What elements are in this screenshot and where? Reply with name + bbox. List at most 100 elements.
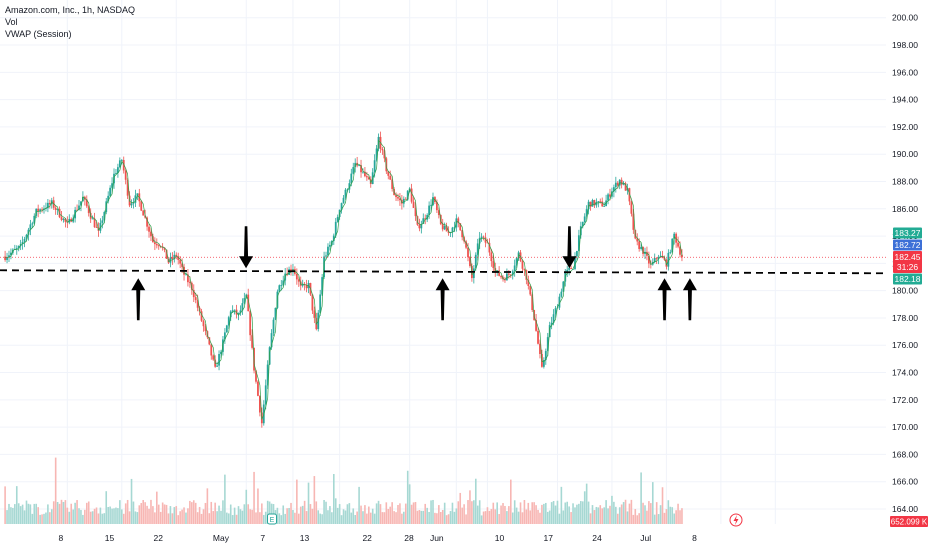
volume-bar — [173, 507, 176, 524]
candle-body — [132, 202, 135, 204]
candle — [647, 251, 650, 269]
volume-bar — [344, 510, 347, 524]
volume-bar — [266, 500, 269, 524]
vwap-legend[interactable]: VWAP (Session) — [5, 29, 72, 39]
volume-bar — [601, 508, 604, 524]
grid — [0, 0, 886, 524]
volume-bar — [321, 514, 323, 524]
volume-bar — [552, 501, 555, 524]
volume-bar — [564, 502, 567, 524]
volume-bar — [416, 510, 419, 524]
volume-bar — [157, 504, 160, 524]
price-tick-label: 176.00 — [892, 340, 918, 350]
volume-bar — [585, 483, 588, 524]
candle — [64, 217, 67, 228]
candle-body — [418, 224, 421, 229]
candle-body — [210, 344, 213, 356]
volume-bar — [624, 499, 627, 524]
candle-body — [620, 179, 623, 185]
candle-body — [115, 172, 117, 174]
candle-body — [10, 252, 12, 256]
candle-body — [23, 238, 26, 243]
volume-bar — [599, 505, 602, 524]
candle-body — [453, 227, 456, 229]
volume-bar — [401, 513, 403, 524]
candle — [490, 249, 493, 267]
candle-body — [430, 204, 432, 206]
candle-body — [41, 209, 43, 211]
candle-body — [295, 273, 298, 280]
volume-bar — [54, 457, 57, 524]
candle — [146, 216, 148, 231]
volume-bar — [403, 511, 405, 524]
candle — [585, 205, 588, 220]
volume-bar — [356, 511, 358, 524]
candle — [428, 201, 431, 219]
candle — [173, 250, 176, 263]
volume-bar — [383, 512, 386, 524]
candle — [227, 315, 230, 330]
volume-bar — [311, 508, 314, 524]
candle — [486, 238, 489, 244]
time-tick-label: 24 — [592, 533, 602, 543]
candle — [550, 316, 553, 330]
earnings-icon: E — [267, 513, 277, 525]
volume-legend[interactable]: Vol — [5, 17, 18, 27]
volume-bar — [478, 500, 481, 524]
time-tick-label: Jul — [640, 533, 651, 543]
volume-bar — [445, 515, 448, 524]
candle-body — [474, 254, 477, 269]
candle-body — [99, 222, 102, 231]
volume-axis-label: 652.099 K — [890, 516, 928, 527]
volume-bar — [167, 513, 170, 524]
volume-bar — [255, 512, 257, 524]
volume-bar — [313, 476, 316, 524]
symbol-title[interactable]: Amazon.com, Inc., 1h, NASDAQ — [5, 5, 136, 15]
volume-bar — [212, 511, 215, 524]
candle — [150, 227, 152, 242]
candle — [179, 256, 182, 269]
candle-body — [179, 259, 182, 264]
candle — [498, 266, 501, 277]
volume-bar — [226, 512, 228, 524]
last-price-bg — [893, 251, 922, 273]
volume-bar — [653, 514, 656, 524]
volume-bar — [626, 511, 629, 524]
volume-bar — [179, 511, 181, 524]
candle-body — [437, 210, 440, 216]
candle-body — [82, 196, 84, 202]
candle-body — [134, 195, 137, 203]
candle-body — [572, 268, 574, 270]
volume-bar — [510, 479, 512, 524]
volume-bar — [185, 512, 187, 524]
volume-bars — [4, 457, 683, 524]
candle — [480, 233, 483, 242]
volume-bar — [198, 506, 201, 524]
volume-bar — [354, 514, 356, 524]
candle-body — [332, 235, 335, 242]
volume-bar — [299, 506, 302, 524]
volume-bar — [12, 507, 14, 524]
volume-bar — [25, 500, 28, 524]
candle-body — [577, 235, 580, 252]
candle — [614, 176, 617, 193]
candle-body — [562, 281, 565, 292]
volume-bar — [107, 506, 109, 524]
volume-bar — [130, 478, 133, 524]
candle-body — [223, 332, 226, 340]
candle-body — [441, 224, 444, 230]
candle-body — [33, 215, 36, 224]
candle-body — [677, 242, 679, 247]
volume-bar — [613, 501, 615, 524]
volume-bar — [482, 511, 485, 524]
volume-bar — [121, 509, 123, 524]
candle-body — [241, 303, 244, 311]
candle-body — [231, 310, 234, 312]
candle — [239, 305, 242, 316]
volume-bar — [45, 512, 47, 524]
candle-body — [669, 252, 672, 254]
candle-body — [80, 201, 82, 206]
candle-body — [457, 218, 460, 224]
